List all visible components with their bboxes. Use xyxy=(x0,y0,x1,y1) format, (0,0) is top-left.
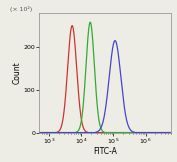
Y-axis label: Count: Count xyxy=(13,61,22,84)
Text: (× 10²): (× 10²) xyxy=(10,6,32,12)
X-axis label: FITC-A: FITC-A xyxy=(93,147,117,156)
